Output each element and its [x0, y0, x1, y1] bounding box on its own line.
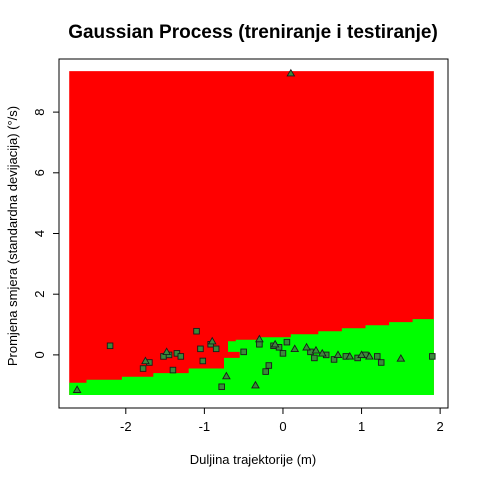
y-tick-label: 6 [32, 169, 47, 176]
data-point-triangle [72, 385, 82, 393]
data-point-square [199, 357, 207, 365]
data-point-triangle [222, 371, 231, 380]
y-axis-label: Promjena smjera (standardna devijacija) … [5, 106, 20, 366]
data-point-square [279, 350, 287, 357]
decision-regions [69, 71, 434, 395]
y-tick-label: 0 [32, 351, 47, 358]
data-point-square [429, 353, 436, 360]
data-point-triangle [365, 351, 374, 360]
data-point-triangle [317, 348, 327, 357]
data-point-triangle [207, 336, 217, 345]
data-point-square [197, 345, 204, 353]
data-point-triangle [162, 347, 172, 356]
data-point-square [169, 366, 177, 374]
data-point-triangle [357, 350, 366, 359]
data-point-triangle [255, 334, 264, 343]
data-point-square [106, 342, 114, 350]
data-point-square [311, 354, 318, 362]
data-point-square [139, 365, 147, 372]
region-green [69, 319, 434, 395]
data-point-square [377, 359, 385, 366]
x-tick-label: 2 [437, 419, 444, 434]
data-point-triangle [286, 68, 296, 77]
data-point-square [212, 345, 220, 353]
x-tick-label: 1 [358, 419, 365, 434]
x-axis-label: Duljina trajektorije (m) [190, 452, 316, 467]
data-point-triangle [290, 344, 300, 352]
y-tick-label: 8 [32, 108, 47, 115]
x-axis: -2 -1 0 1 2 [120, 407, 444, 434]
data-point-square [265, 362, 273, 369]
y-tick-label: 2 [32, 291, 47, 298]
x-tick-label: 0 [279, 419, 286, 434]
data-point-square [193, 327, 200, 335]
data-point-triangle [345, 351, 355, 360]
data-point-square [374, 353, 381, 360]
chart-title: Gaussian Process (treniranje i testiranj… [68, 22, 438, 43]
data-point-triangle [302, 342, 311, 351]
data-point-triangle [396, 354, 406, 362]
data-point-square [218, 383, 225, 391]
data-point-triangle [141, 356, 150, 365]
data-point-triangle [333, 350, 343, 359]
data-point-square [262, 368, 269, 375]
data-point-square [330, 356, 338, 363]
data-points [72, 68, 436, 393]
data-point-square [240, 348, 247, 356]
data-point-triangle [311, 345, 321, 354]
data-point-square [177, 353, 185, 360]
x-tick-label: -1 [199, 419, 211, 434]
data-point-square [256, 341, 263, 348]
data-point-triangle [251, 380, 260, 389]
data-point-triangle [270, 339, 280, 348]
y-axis: 0 2 4 6 8 [32, 108, 60, 359]
y-tick-label: 4 [32, 230, 47, 237]
x-tick-label: -2 [120, 419, 132, 434]
data-point-square [283, 338, 291, 346]
